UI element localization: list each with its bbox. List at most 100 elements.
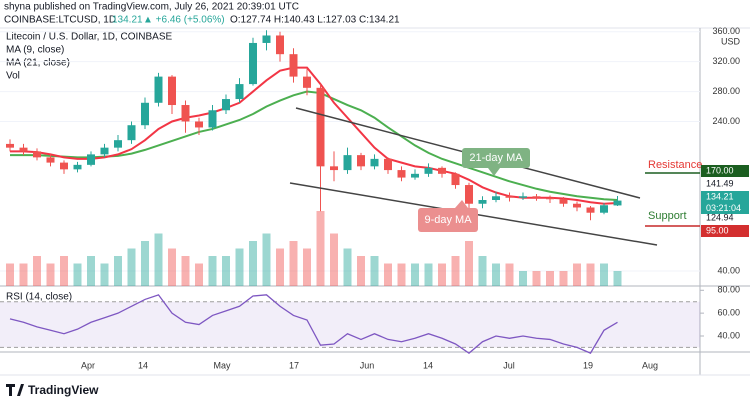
price-label: 134.21: [706, 191, 734, 201]
candle-body: [532, 196, 541, 198]
candle-body: [262, 35, 271, 43]
countdown: 03:21:04: [706, 203, 741, 213]
volume-bar: [505, 263, 514, 286]
y-tick-label: 360.00: [712, 26, 740, 36]
volume-bar: [60, 256, 68, 286]
candle-body: [519, 196, 527, 198]
candle-body: [114, 140, 122, 148]
candle-body: [208, 110, 217, 128]
footer-brand: TradingView: [28, 383, 99, 397]
candle-body: [438, 167, 446, 174]
volume-bar: [600, 263, 608, 286]
x-tick-label: Apr: [81, 360, 95, 370]
ohlc: O:127.74 H:140.43 L:127.03 C:134.21: [230, 15, 400, 26]
volume-bar: [262, 233, 271, 286]
x-tick-label: 19: [583, 360, 593, 370]
rsi-tick-label: 60.00: [717, 308, 740, 318]
price-label: 170.00: [706, 165, 734, 175]
x-tick-label: 14: [138, 360, 148, 370]
candle-body: [357, 155, 365, 167]
volume-bar: [343, 248, 352, 286]
resistance-label: Resistance: [648, 159, 702, 171]
last-price: 134.21: [112, 15, 143, 26]
candle-body: [127, 125, 136, 141]
volume-bar: [195, 263, 203, 286]
volume-bar: [154, 233, 163, 286]
volume-bar: [73, 263, 82, 286]
x-tick-label: May: [213, 360, 231, 370]
candle-body: [19, 147, 28, 152]
candle-body: [154, 76, 163, 103]
candle-body: [168, 76, 176, 106]
price-label-box: [701, 212, 749, 224]
volume-bar: [33, 256, 41, 286]
candle-body: [87, 154, 95, 165]
candle-body: [195, 121, 203, 128]
volume-bar: [168, 248, 176, 286]
volume-bar: [303, 248, 311, 286]
candle-body: [235, 84, 244, 100]
volume-bar: [397, 263, 406, 286]
footer-logo: TradingView: [6, 383, 99, 397]
volume-bar: [141, 241, 149, 286]
candle-body: [492, 196, 500, 200]
candle-body: [586, 207, 595, 213]
volume-bar: [546, 271, 554, 286]
volume-bar: [249, 241, 257, 286]
candle-body: [397, 170, 406, 178]
ma21-callout: 21-day MA: [462, 148, 530, 176]
candle-body: [600, 205, 608, 213]
candle-body: [316, 87, 325, 167]
volume-bar: [384, 263, 392, 286]
volume-bar: [370, 256, 379, 286]
symbol: COINBASE:LTCUSD, 1D: [4, 15, 116, 26]
volume-bar: [276, 248, 284, 286]
logo-mark: [6, 384, 24, 396]
rsi-band: [0, 301, 700, 348]
ma21-callout-text: 21-day MA: [469, 152, 523, 164]
countdown-box: [701, 203, 749, 214]
volume-bar: [451, 256, 460, 286]
volume-bar: [438, 263, 446, 286]
candle-body: [330, 166, 338, 171]
candle-body: [222, 99, 230, 111]
candle-body: [411, 173, 419, 178]
volume-bar: [46, 263, 55, 286]
plot-layer: [0, 30, 700, 286]
volume-bar: [586, 263, 595, 286]
volume-bar: [478, 256, 487, 286]
volume-bar: [235, 248, 244, 286]
price-label: 141.49: [706, 178, 734, 188]
candle-body: [60, 162, 68, 170]
chart-title: Litecoin / U.S. Dollar, 1D, COINBASE: [6, 32, 173, 43]
volume-bar: [222, 256, 230, 286]
volume-bar: [492, 263, 500, 286]
candle-body: [343, 155, 352, 171]
candle-body: [73, 164, 82, 170]
price-label-box: [701, 225, 749, 237]
volume-bar: [100, 263, 109, 286]
price-label: 124.94: [706, 212, 734, 222]
volume-bar: [316, 211, 325, 286]
candle-body: [46, 157, 55, 163]
currency: USD: [721, 36, 741, 46]
candle-body: [6, 143, 14, 148]
candle-body: [276, 35, 284, 55]
candle-body: [465, 185, 473, 204]
volume-bar: [19, 263, 28, 286]
y-tick-label: 40.00: [717, 265, 740, 275]
ma9-callout-pointer: [455, 200, 468, 208]
candle-body: [181, 105, 190, 122]
x-tick-label: Jul: [503, 360, 515, 370]
candle-body: [303, 76, 311, 88]
candle-body: [573, 203, 581, 208]
ma21-callout-pointer: [488, 168, 500, 176]
change: ▲ +6.46 (+5.06%): [143, 15, 225, 26]
ma9-callout-box: [418, 208, 478, 232]
rsi-tick-label: 80.00: [717, 285, 740, 295]
candle-body: [370, 158, 379, 167]
rsi-line: [9, 294, 618, 354]
volume-bar: [411, 263, 419, 286]
candle-body: [613, 200, 622, 206]
